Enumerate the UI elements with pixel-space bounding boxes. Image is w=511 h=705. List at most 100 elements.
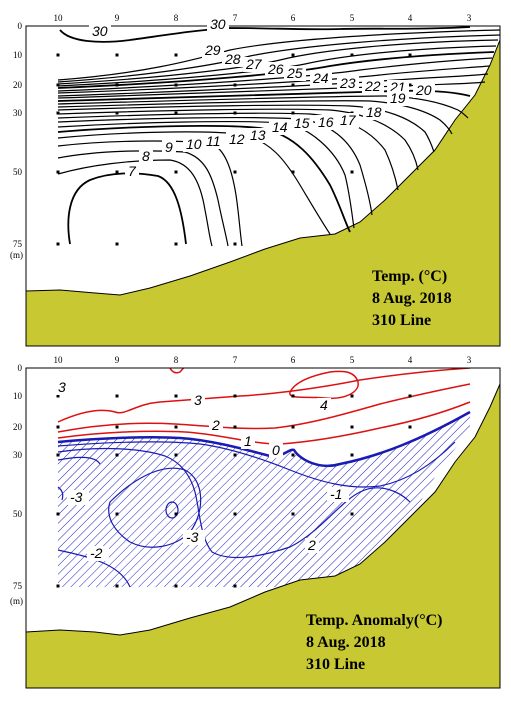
contour-label-bg <box>243 57 265 72</box>
contour-label: 28 <box>224 51 241 67</box>
station-marker <box>174 111 178 115</box>
contour-neg-2b <box>57 549 131 588</box>
contour-label-bg <box>265 62 287 77</box>
contour-label: 27 <box>245 56 263 72</box>
station-label-6: 6 <box>291 355 296 365</box>
depth-label-0: 0 <box>18 363 23 373</box>
contour-20 <box>57 89 471 102</box>
contour-label-bg <box>387 91 409 106</box>
station-label-3: 3 <box>467 13 472 23</box>
station-marker <box>56 425 60 429</box>
contour-label: 16 <box>318 114 334 130</box>
contour-label-bg <box>269 443 283 458</box>
station-marker <box>350 53 354 57</box>
station-marker <box>174 512 178 516</box>
contour-label: 24 <box>312 70 329 86</box>
station-marker <box>291 512 295 516</box>
station-label-5: 5 <box>350 13 355 23</box>
depth-label-30: 30 <box>13 450 23 460</box>
contour-label-bg <box>226 132 248 147</box>
station-marker <box>174 394 178 398</box>
seabed-terrain <box>26 383 500 688</box>
contour-label-bg <box>291 116 313 131</box>
contour-label-bg <box>247 128 269 143</box>
contour-24 <box>57 57 493 92</box>
contour-9 <box>57 150 229 247</box>
contour-label: 3 <box>194 392 202 408</box>
contour-21 <box>57 81 486 99</box>
contour-2 <box>57 383 471 433</box>
negative-anomaly-region <box>58 412 470 587</box>
contour-label-bg <box>269 120 291 135</box>
depth-unit: (m) <box>10 596 23 606</box>
contour-label-bg <box>183 530 205 545</box>
station-marker <box>291 394 295 398</box>
station-marker <box>174 170 178 174</box>
station-label-9: 9 <box>115 13 120 23</box>
contour-label-bg <box>337 113 359 128</box>
station-marker <box>115 425 119 429</box>
contour-label: 26 <box>267 61 284 77</box>
contour-label: -1 <box>330 486 342 502</box>
depth-label-20: 20 <box>13 80 23 90</box>
depth-label-20: 20 <box>13 422 23 432</box>
chart-date: 8 Aug. 2018 <box>372 290 452 307</box>
station-label-8: 8 <box>174 13 179 23</box>
station-marker <box>350 512 354 516</box>
contour-19 <box>57 95 469 119</box>
contour-26 <box>57 45 497 87</box>
contour-label-bg <box>207 17 229 32</box>
station-marker <box>233 242 237 246</box>
station-marker <box>174 584 178 588</box>
depth-label-10: 10 <box>13 391 23 401</box>
station-marker <box>115 83 119 87</box>
contour-label: 2 <box>211 417 220 433</box>
station-marker <box>350 425 354 429</box>
contour-neg-4 <box>165 501 179 519</box>
station-label-8: 8 <box>174 355 179 365</box>
contour-4 <box>289 370 359 400</box>
station-marker <box>115 170 119 174</box>
contour-label: 15 <box>294 115 310 131</box>
contour-neg-2a <box>57 447 411 559</box>
depth-label-50: 50 <box>13 167 23 177</box>
station-marker <box>56 512 60 516</box>
station-marker <box>291 111 295 115</box>
station-marker <box>115 242 119 246</box>
contour-label: -2 <box>90 545 103 561</box>
contour-neg-2c <box>57 456 101 465</box>
contour-30 <box>59 26 471 43</box>
station-marker <box>291 53 295 57</box>
station-marker <box>291 170 295 174</box>
station-label-10: 10 <box>54 13 64 23</box>
station-marker <box>233 512 237 516</box>
anomaly-panel: 10 9 8 7 6 5 4 3 0 10 20 30 50 75 (m) 3 3 4 2 1 0 -1 -3 -3 -2… <box>0 352 511 702</box>
station-marker <box>115 453 119 457</box>
station-marker <box>56 83 60 87</box>
contour-label: 30 <box>210 16 226 32</box>
contour-label-bg <box>413 83 435 98</box>
contour-label: 3 <box>58 379 66 395</box>
contour-8 <box>57 159 213 247</box>
station-marker <box>350 170 354 174</box>
contour-label: 2 <box>307 537 316 553</box>
contour-29 <box>57 29 500 81</box>
seabed-terrain <box>26 39 500 346</box>
station-marker <box>56 453 60 457</box>
station-labels: 10 9 8 7 6 5 4 3 <box>54 355 472 365</box>
contour-label-bg <box>315 115 337 130</box>
depth-label-50: 50 <box>13 509 23 519</box>
station-marker <box>115 512 119 516</box>
contour-label: 29 <box>204 42 221 58</box>
contour-label-bg <box>241 434 255 449</box>
station-marker <box>174 453 178 457</box>
contour-label: -3 <box>186 529 199 545</box>
depth-unit: (m) <box>10 250 23 260</box>
station-marker <box>174 242 178 246</box>
station-marker <box>291 453 295 457</box>
contour-18 <box>57 100 453 135</box>
depth-label-75: 75 <box>13 581 23 591</box>
station-label-7: 7 <box>233 355 238 365</box>
contour-label: 20 <box>415 82 432 98</box>
